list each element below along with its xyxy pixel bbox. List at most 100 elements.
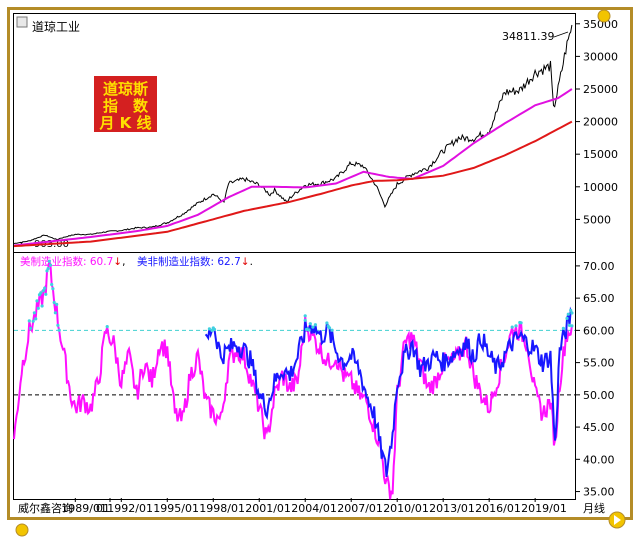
above-60-point [35,299,39,303]
lower-y-tick-label: 35.00 [583,486,615,499]
above-60-point [566,312,570,316]
series-ma-short-line [13,88,573,247]
scroll-up-icon[interactable] [597,9,611,23]
series-manufacturing-line [13,260,573,500]
lower-y-axis: 35.00 40.00 45.00 50.00 55.00 60.00 65.00 70.00 [575,260,615,499]
lower-y-tick-label: 40.00 [583,453,615,466]
series-non-manufacturing-line [204,306,573,478]
above-60-point [519,321,523,325]
above-60-point [303,314,307,318]
above-60-point [52,300,56,305]
above-60-point [40,304,44,308]
upper-y-tick-label: 10000 [583,181,618,194]
above-60-point [313,323,317,327]
above-60-point [29,326,33,330]
upper-y-tick-label: 35000 [583,18,618,31]
above-60-point [46,267,50,271]
above-60-point [569,308,573,312]
above-60-point [55,302,59,306]
above-60-point [561,326,566,330]
above-60-point [105,325,109,329]
window-title: 道琼工业 [32,19,80,34]
upper-y-axis: 5000 10000 15000 20000 25000 30000 35000 [575,18,618,226]
above-60-point [57,328,61,332]
scroll-down-icon[interactable] [15,523,29,537]
legend-manufacturing: 美制造业指数: 60.7↓, [20,255,125,268]
x-tick-label: 2007/01 [337,502,383,515]
above-60-point [570,311,574,315]
above-60-point [327,326,332,330]
above-60-point [34,317,38,321]
above-60-point [570,324,574,328]
x-tick-label: 1989/01 [61,502,107,515]
above-60-point [51,287,55,291]
footer-source: 威尔鑫咨询 [18,501,73,515]
above-60-point [311,325,315,329]
x-tick-label: 2016/01 [475,502,521,515]
above-60-point [53,311,58,315]
x-tick-label: 2013/01 [429,502,475,515]
above-60-point [510,325,514,329]
above-60-point [212,327,217,332]
above-60-point [27,319,31,323]
badge-line-2: 指 数 [103,97,149,115]
above-60-point [32,311,37,315]
series-index-line [13,24,573,244]
above-60-point [44,292,48,296]
above-60-point [41,289,46,293]
above-60-point [567,323,572,327]
upper-y-tick-label: 5000 [583,213,611,226]
down-arrow-icon: ↓ [241,256,250,268]
lower-y-tick-label: 55.00 [583,357,615,370]
x-tick-label: 1998/01 [199,502,245,515]
x-tick-label: 2010/01 [383,502,429,515]
x-tick-label: 01 [96,502,110,515]
upper-series-group [13,24,573,248]
upper-y-tick-label: 15000 [583,148,618,161]
plot-frame [13,13,576,500]
badge-line-1: 道琼斯 [103,80,148,98]
lower-y-tick-label: 50.00 [583,389,615,402]
legend-manufacturing-text: 美制造业指数: 60.7 [20,255,113,268]
down-arrow-icon: ↓ [113,256,122,268]
above-60-point [43,286,47,290]
above-60-point [304,327,309,332]
above-60-point [47,259,51,263]
above-60-point [307,328,311,332]
above-60-point [50,282,54,287]
lower-y-tick-label: 45.00 [583,421,615,434]
upper-y-tick-label: 20000 [583,116,618,129]
above-60-point [36,306,40,310]
x-tick-label: 2019/01 [521,502,567,515]
badge-line-3: 月 K 线 [98,114,151,132]
x-tick-label: 1995/01 [153,502,199,515]
series-ma-long-line [13,120,573,248]
above-60-point [39,291,43,295]
x-tick-label: 2001/01 [245,502,291,515]
lower-y-tick-label: 70.00 [583,260,615,273]
last-close-pointer [553,31,569,38]
above-60-point [210,328,214,332]
above-60-point [514,324,518,328]
above-60-point [308,322,312,326]
upper-y-tick-label: 25000 [583,83,618,96]
above-60-point [56,323,60,327]
scroll-right-icon[interactable] [608,511,626,529]
panel-toggle-icon[interactable] [16,16,28,28]
legend-non-manufacturing: 美非制造业指数: 62.7↓. [137,255,253,268]
above-60-point [325,321,329,325]
footer-period: 月线 [583,501,605,515]
lower-y-tick-label: 60.00 [583,324,615,337]
above-60-point [565,316,569,320]
x-tick-label: 1992/01 [107,502,153,515]
x-tick-label: 2004/01 [291,502,337,515]
lower-series-group [13,259,574,500]
last-close-label: 34811.39 [502,30,555,43]
above-60-point [207,327,211,331]
badge-background [94,76,157,132]
above-60-point [48,263,53,267]
lower-y-tick-label: 65.00 [583,292,615,305]
